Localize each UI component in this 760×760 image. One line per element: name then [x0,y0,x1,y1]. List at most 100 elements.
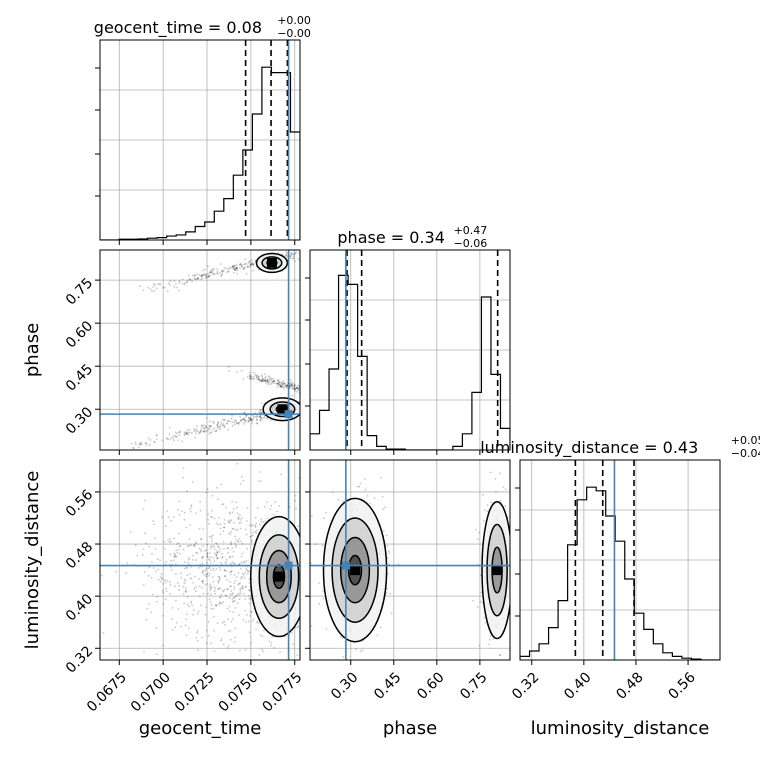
sample-point [276,382,279,385]
sample-point [307,550,309,552]
sample-point [300,405,302,407]
sample-point [167,539,169,541]
sample-point [364,478,366,480]
sample-point [174,555,177,557]
sample-point [248,570,251,573]
sample-point [224,623,227,626]
sample-point [175,573,177,575]
sample-point [480,591,483,594]
sample-point [294,388,296,391]
sample-point [187,433,190,435]
sample-point [388,563,390,565]
sample-point [216,270,219,273]
sample-point [251,620,254,622]
sample-point [200,550,203,553]
title-minus: −0.00 [277,27,311,40]
sample-point [212,268,214,271]
sample-point [241,418,244,421]
sample-point [270,377,273,380]
sample-point [291,388,294,390]
sample-point [233,421,236,424]
sample-point [165,590,168,593]
sample-point [279,385,282,387]
sample-point [303,387,305,389]
sample-point [303,556,305,558]
sample-point [290,632,293,634]
sample-point [202,273,204,276]
sample-point [373,497,376,500]
sample-point [232,551,235,553]
sample-point [243,411,246,414]
sample-point [210,271,213,274]
sample-point [218,579,221,582]
sample-point [150,611,153,614]
sample-point [284,385,287,388]
sample-point [200,538,203,541]
sample-point [174,626,177,629]
sample-point [236,506,238,509]
sample-point [312,557,314,559]
sample-point [278,381,281,384]
sample-point [242,575,245,578]
sample-point [152,520,155,523]
histogram-phase [310,250,510,450]
sample-point [242,586,245,589]
sample-point [188,538,191,541]
sample-point [323,517,325,520]
sample-point [168,516,170,519]
sample-point [251,420,254,423]
sample-point [215,555,218,557]
sample-point [242,268,245,270]
sample-point [260,416,262,419]
sample-point [220,269,223,272]
sample-point [256,529,258,532]
sample-point [269,508,272,510]
sample-point [236,266,238,269]
sample-point [145,542,147,545]
sample-point [227,630,230,633]
sample-point [247,265,250,268]
sample-point [205,549,208,552]
sample-point [143,651,145,653]
sample-point [265,380,267,383]
sample-point [162,644,165,647]
sample-point [196,273,199,276]
sample-point [199,604,202,607]
sample-point [183,567,186,570]
sample-point [478,644,481,647]
sample-point [477,538,479,541]
sample-point [256,416,258,418]
sample-point [236,267,238,270]
sample-point [214,588,217,590]
sample-point [216,272,218,274]
sample-point [290,383,292,386]
sample-point [193,430,196,433]
sample-point [268,376,271,378]
sample-point [220,639,223,642]
sample-point [130,442,133,445]
sample-point [223,419,226,422]
sample-point [248,371,251,374]
sample-point [282,382,285,385]
sample-point [265,380,268,382]
sample-point [134,443,137,446]
sample-point [285,254,287,256]
sample-point [201,569,204,572]
sample-point [290,384,293,386]
sample-point [502,486,505,488]
sample-point [296,387,298,390]
sample-point [244,577,246,579]
sample-point [138,443,141,446]
x-tick-label: 0.45 [371,669,404,702]
sample-point [182,467,185,470]
sample-point [228,597,231,599]
sample-point [279,651,281,654]
sample-point [162,603,165,605]
sample-point [215,430,218,433]
sample-point [144,442,147,444]
title-text: phase = 0.34 [337,228,444,247]
sample-point [194,278,196,280]
sample-point [245,520,248,522]
sample-point [196,430,199,433]
sample-point [187,627,190,630]
